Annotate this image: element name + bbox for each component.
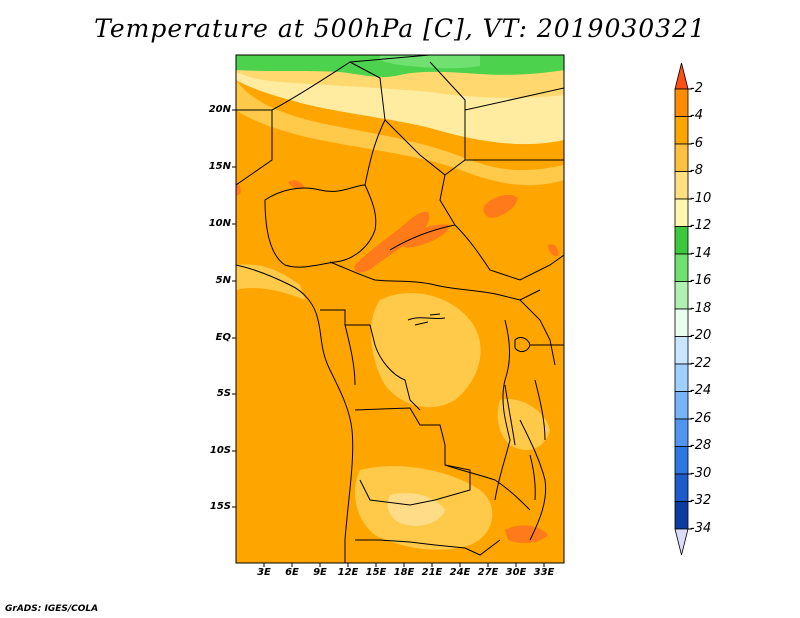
colorbar-swatch xyxy=(674,446,689,475)
colorbar-label: -22 xyxy=(690,356,712,371)
lon-label: 30E xyxy=(505,567,527,578)
border-chad-sudan xyxy=(384,119,564,281)
lon-label: 21E xyxy=(421,567,443,578)
colorbar-label: -8 xyxy=(690,163,703,178)
lon-label: 33E xyxy=(533,567,555,578)
lon-label: 24E xyxy=(449,567,471,578)
colorbar-over-triangle xyxy=(674,62,689,90)
colorbar-label: -18 xyxy=(690,301,712,316)
lat-label: 20N xyxy=(208,104,231,115)
colorbar-label: -2 xyxy=(690,81,703,96)
border-congo xyxy=(320,309,421,411)
river-congo xyxy=(414,313,441,326)
cool-band-north xyxy=(236,80,564,186)
green-band xyxy=(236,55,564,77)
lat-label: EQ xyxy=(215,332,231,343)
lat-label: 10S xyxy=(209,445,231,456)
colorbar-label: -6 xyxy=(690,136,703,151)
colorbar-label: -20 xyxy=(690,328,712,343)
warm-patch-niger xyxy=(288,180,305,189)
map-title: Temperature at 500hPa [C], VT: 201903032… xyxy=(94,14,706,43)
border-zambia xyxy=(444,464,531,511)
border-namibia xyxy=(355,539,501,556)
country-borders xyxy=(236,55,564,563)
colorbar-swatch xyxy=(674,88,689,117)
colorbar-label: -14 xyxy=(690,246,712,261)
border-car xyxy=(329,261,541,301)
footer-credit: GrADS: IGES/COLA xyxy=(5,604,99,614)
lon-label: 27E xyxy=(477,567,499,578)
warm-patch-chad-2 xyxy=(399,224,450,248)
lat-label: 15S xyxy=(209,501,231,512)
colorbar-swatch xyxy=(674,116,689,145)
colorbar-swatch xyxy=(674,473,689,502)
warm-patch-east xyxy=(548,244,559,257)
colorbar-swatch xyxy=(674,308,689,337)
colorbar-swatch xyxy=(674,391,689,420)
colorbar-swatch xyxy=(674,501,689,530)
lake-tanganyika xyxy=(504,384,516,446)
colorbar-swatch xyxy=(674,171,689,200)
border-angola xyxy=(354,407,471,506)
colorbar-label: -28 xyxy=(690,438,712,453)
border-east xyxy=(519,299,564,541)
map-frame xyxy=(235,54,565,564)
colorbar-swatch xyxy=(674,363,689,392)
colorbar-swatch xyxy=(674,281,689,310)
colorbar-label: -4 xyxy=(690,108,703,123)
colorbar-swatch xyxy=(674,198,689,227)
west-strip xyxy=(236,264,305,300)
coastline-west xyxy=(236,264,354,563)
warm-patch-chad xyxy=(354,211,430,273)
lon-label: 15E xyxy=(365,567,387,578)
lat-label: 10N xyxy=(208,218,231,229)
colorbar-under-triangle xyxy=(674,528,689,556)
warm-patch-sudan xyxy=(483,194,518,218)
warm-patch-moz xyxy=(505,525,548,543)
colorbar-label: -24 xyxy=(690,383,712,398)
cool-patch-east xyxy=(497,399,550,450)
border-nigeria xyxy=(264,184,377,268)
lake-malawi xyxy=(529,454,536,501)
colorbar-label: -30 xyxy=(690,466,712,481)
colorbar-label: -16 xyxy=(690,273,712,288)
lat-ticks xyxy=(232,109,236,508)
colorbar-swatch xyxy=(674,143,689,172)
lon-label: 9E xyxy=(313,567,327,578)
light-green-band xyxy=(380,55,480,69)
colorbar-swatch xyxy=(674,226,689,255)
colorbar-label: -26 xyxy=(690,411,712,426)
cool-patch-center xyxy=(370,292,481,408)
border-north xyxy=(236,55,564,186)
colorbar-label: -10 xyxy=(690,191,712,206)
map-field xyxy=(236,55,564,563)
colorbar-swatch xyxy=(674,253,689,282)
colorbar-label: -32 xyxy=(690,493,712,508)
border-sudan-east xyxy=(444,110,564,176)
lat-label: 5N xyxy=(215,275,231,286)
colorbar-swatch xyxy=(674,418,689,447)
lon-label: 18E xyxy=(393,567,415,578)
border-drc xyxy=(407,317,511,501)
colorbar-swatch xyxy=(674,336,689,365)
warm-patch-west xyxy=(236,182,241,196)
lat-label: 15N xyxy=(208,161,231,172)
colorbar-label: -12 xyxy=(690,218,712,233)
lon-label: 12E xyxy=(337,567,359,578)
lon-label: 3E xyxy=(257,567,271,578)
colorbar xyxy=(674,62,692,556)
lon-ticks xyxy=(263,563,545,567)
lat-label: 5S xyxy=(216,388,231,399)
colorbar-label: -34 xyxy=(690,521,712,536)
lake-victoria xyxy=(514,337,531,353)
lon-label: 6E xyxy=(285,567,299,578)
